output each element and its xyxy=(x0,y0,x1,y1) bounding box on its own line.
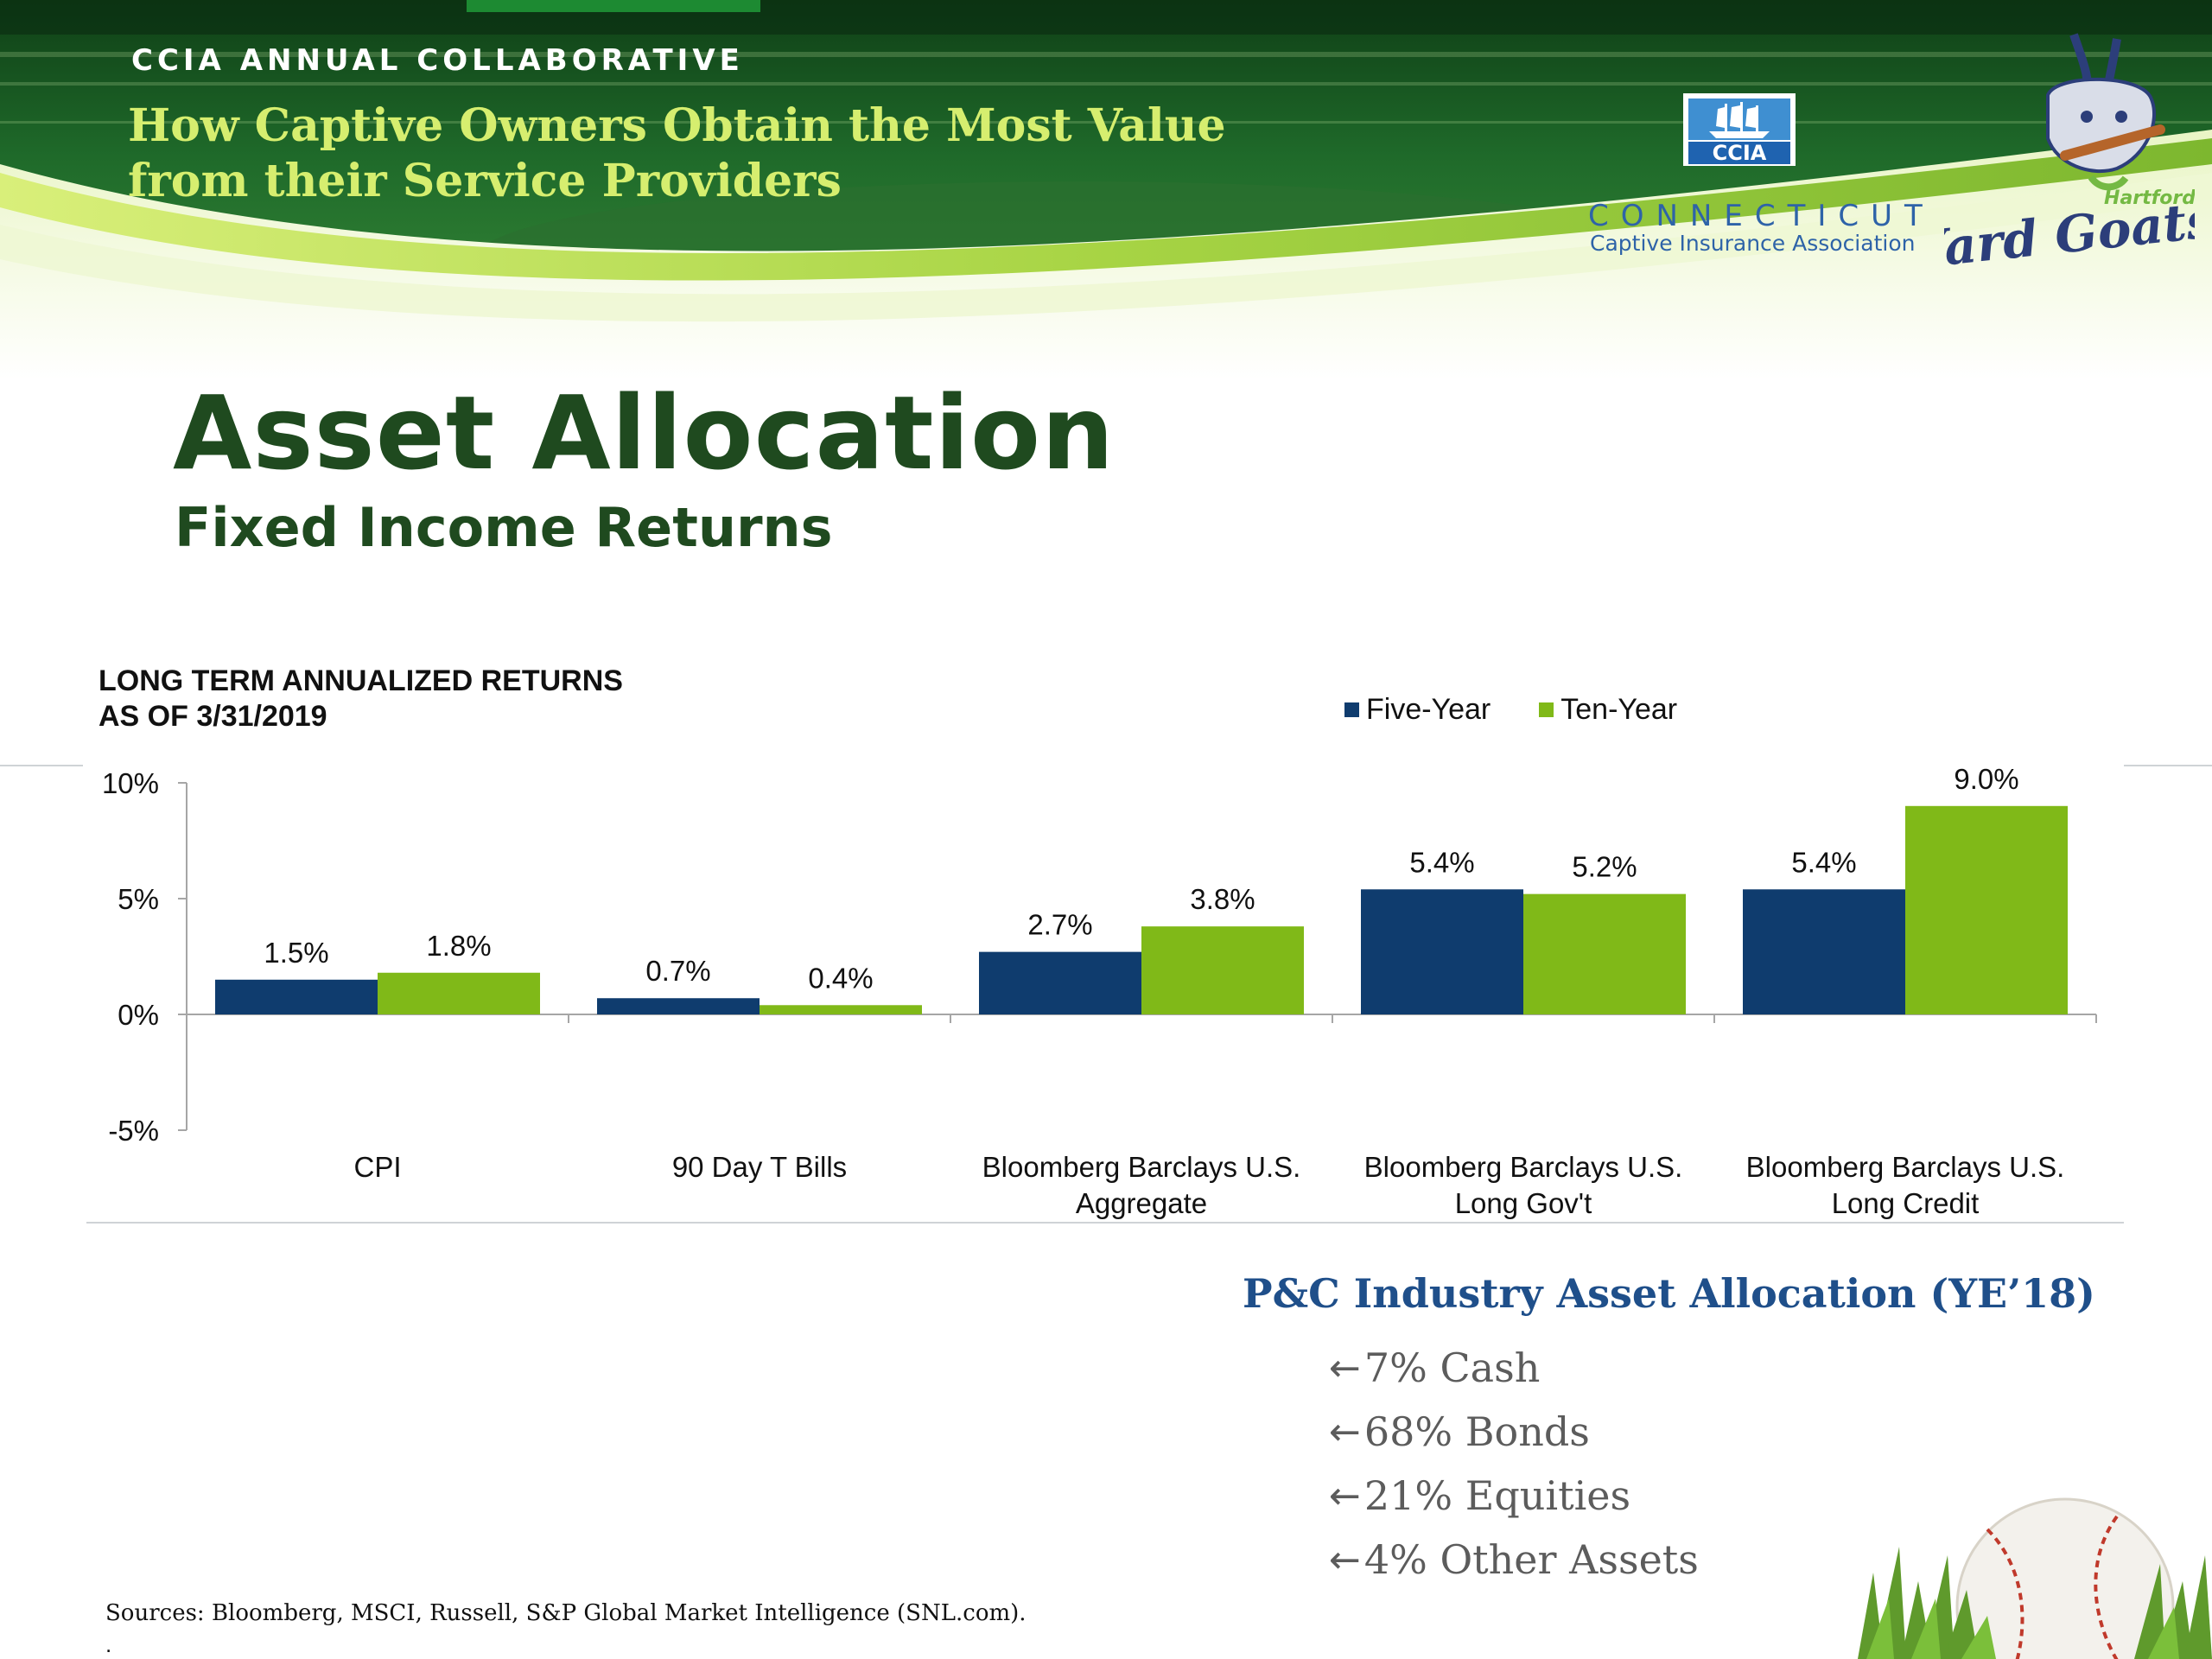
bar-ten-year xyxy=(760,1005,922,1014)
y-tick-label: 5% xyxy=(118,883,159,915)
allocation-list: ← 7% Cash ← 68% Bonds ← 21% Equities ← 4… xyxy=(1329,1336,1699,1592)
allocation-item-other: ← 4% Other Assets xyxy=(1329,1528,1699,1592)
event-name: CCIA ANNUAL COLLABORATIVE xyxy=(131,43,744,78)
baseball-image xyxy=(1858,1497,2212,1659)
ccia-logo-text: CCIA xyxy=(1713,141,1767,165)
bar-ten-year xyxy=(1141,926,1304,1014)
bar-five-year xyxy=(1743,889,1905,1014)
bar-value-label: 5.4% xyxy=(1791,846,1856,878)
team-city: Hartford xyxy=(2104,188,2195,209)
divider-left xyxy=(0,765,83,766)
arrow-left-icon: ← xyxy=(1329,1409,1361,1454)
bar-five-year xyxy=(1361,889,1523,1014)
y-tick-label: -5% xyxy=(108,1115,159,1147)
legend-swatch-ten-year xyxy=(1539,702,1554,717)
x-category-label: Bloomberg Barclays U.S. xyxy=(1364,1151,1683,1183)
legend-label-ten-year: Ten-Year xyxy=(1560,693,1678,726)
sources-note: Sources: Bloomberg, MSCI, Russell, S&P G… xyxy=(105,1600,1027,1626)
bar-value-label: 5.4% xyxy=(1409,846,1474,878)
bar-value-label: 5.2% xyxy=(1572,851,1637,883)
legend-label-five-year: Five-Year xyxy=(1366,693,1491,726)
footnote-dot: . xyxy=(105,1631,112,1657)
allocation-item-label: 21% Equities xyxy=(1363,1472,1631,1519)
bar-ten-year xyxy=(1905,805,2068,1014)
ccia-logo: CCIA xyxy=(1683,93,1796,166)
allocation-item-label: 4% Other Assets xyxy=(1363,1536,1699,1583)
chart-title: LONG TERM ANNUALIZED RETURNS AS OF 3/31/… xyxy=(99,664,623,734)
chart-title-line-1: LONG TERM ANNUALIZED RETURNS xyxy=(99,664,623,697)
bar-value-label: 9.0% xyxy=(1954,763,2018,795)
bar-value-label: 1.8% xyxy=(426,930,491,962)
bar-value-label: 2.7% xyxy=(1027,909,1092,941)
allocation-item-bonds: ← 68% Bonds xyxy=(1329,1400,1699,1464)
arrow-left-icon: ← xyxy=(1329,1345,1361,1390)
page-subtitle: Fixed Income Returns xyxy=(175,496,833,559)
bar-five-year xyxy=(597,998,760,1014)
allocation-title: P&C Industry Asset Allocation (YE’18) xyxy=(1243,1270,2095,1317)
ccia-name-line2: Captive Insurance Association xyxy=(1590,231,1916,256)
event-title: How Captive Owners Obtain the Most Value… xyxy=(128,99,1226,207)
allocation-item-label: 68% Bonds xyxy=(1363,1408,1590,1455)
y-tick-label: 0% xyxy=(118,999,159,1031)
chart-bottom-divider xyxy=(86,1222,2124,1224)
header-banner xyxy=(0,0,2212,380)
bar-ten-year xyxy=(378,972,540,1014)
chart-legend: Five-Year Ten-Year xyxy=(1344,693,1677,727)
bar-value-label: 3.8% xyxy=(1190,883,1255,915)
legend-swatch-five-year xyxy=(1344,702,1359,717)
bar-five-year xyxy=(979,951,1141,1014)
x-category-label: Bloomberg Barclays U.S. xyxy=(1746,1151,2065,1183)
y-tick-label: 10% xyxy=(102,767,159,799)
x-category-label: Bloomberg Barclays U.S. xyxy=(982,1151,1301,1183)
x-category-label: Long Gov't xyxy=(1455,1187,1592,1219)
legend-item-five-year: Five-Year xyxy=(1344,693,1491,727)
arrow-left-icon: ← xyxy=(1329,1537,1361,1582)
x-category-label: Long Credit xyxy=(1832,1187,1980,1219)
yard-goats-logo: Hartford Yard Goats xyxy=(1944,33,2195,280)
allocation-item-cash: ← 7% Cash xyxy=(1329,1336,1699,1400)
bar-value-label: 1.5% xyxy=(264,937,328,969)
bar-five-year xyxy=(215,979,378,1014)
bar-value-label: 0.4% xyxy=(808,962,873,994)
divider-right xyxy=(2124,765,2212,766)
x-category-label: 90 Day T Bills xyxy=(672,1151,847,1183)
x-category-label: Aggregate xyxy=(1076,1187,1207,1219)
allocation-item-label: 7% Cash xyxy=(1363,1344,1541,1391)
ccia-name-line1: CONNECTICUT xyxy=(1588,199,1935,233)
legend-item-ten-year: Ten-Year xyxy=(1539,693,1677,727)
page-title: Asset Allocation xyxy=(173,373,1116,493)
allocation-item-equities: ← 21% Equities xyxy=(1329,1464,1699,1528)
x-category-label: CPI xyxy=(353,1151,401,1183)
bar-ten-year xyxy=(1523,893,1686,1014)
arrow-left-icon: ← xyxy=(1329,1473,1361,1518)
bar-value-label: 0.7% xyxy=(645,955,710,987)
chart-title-line-2: AS OF 3/31/2019 xyxy=(99,700,327,733)
